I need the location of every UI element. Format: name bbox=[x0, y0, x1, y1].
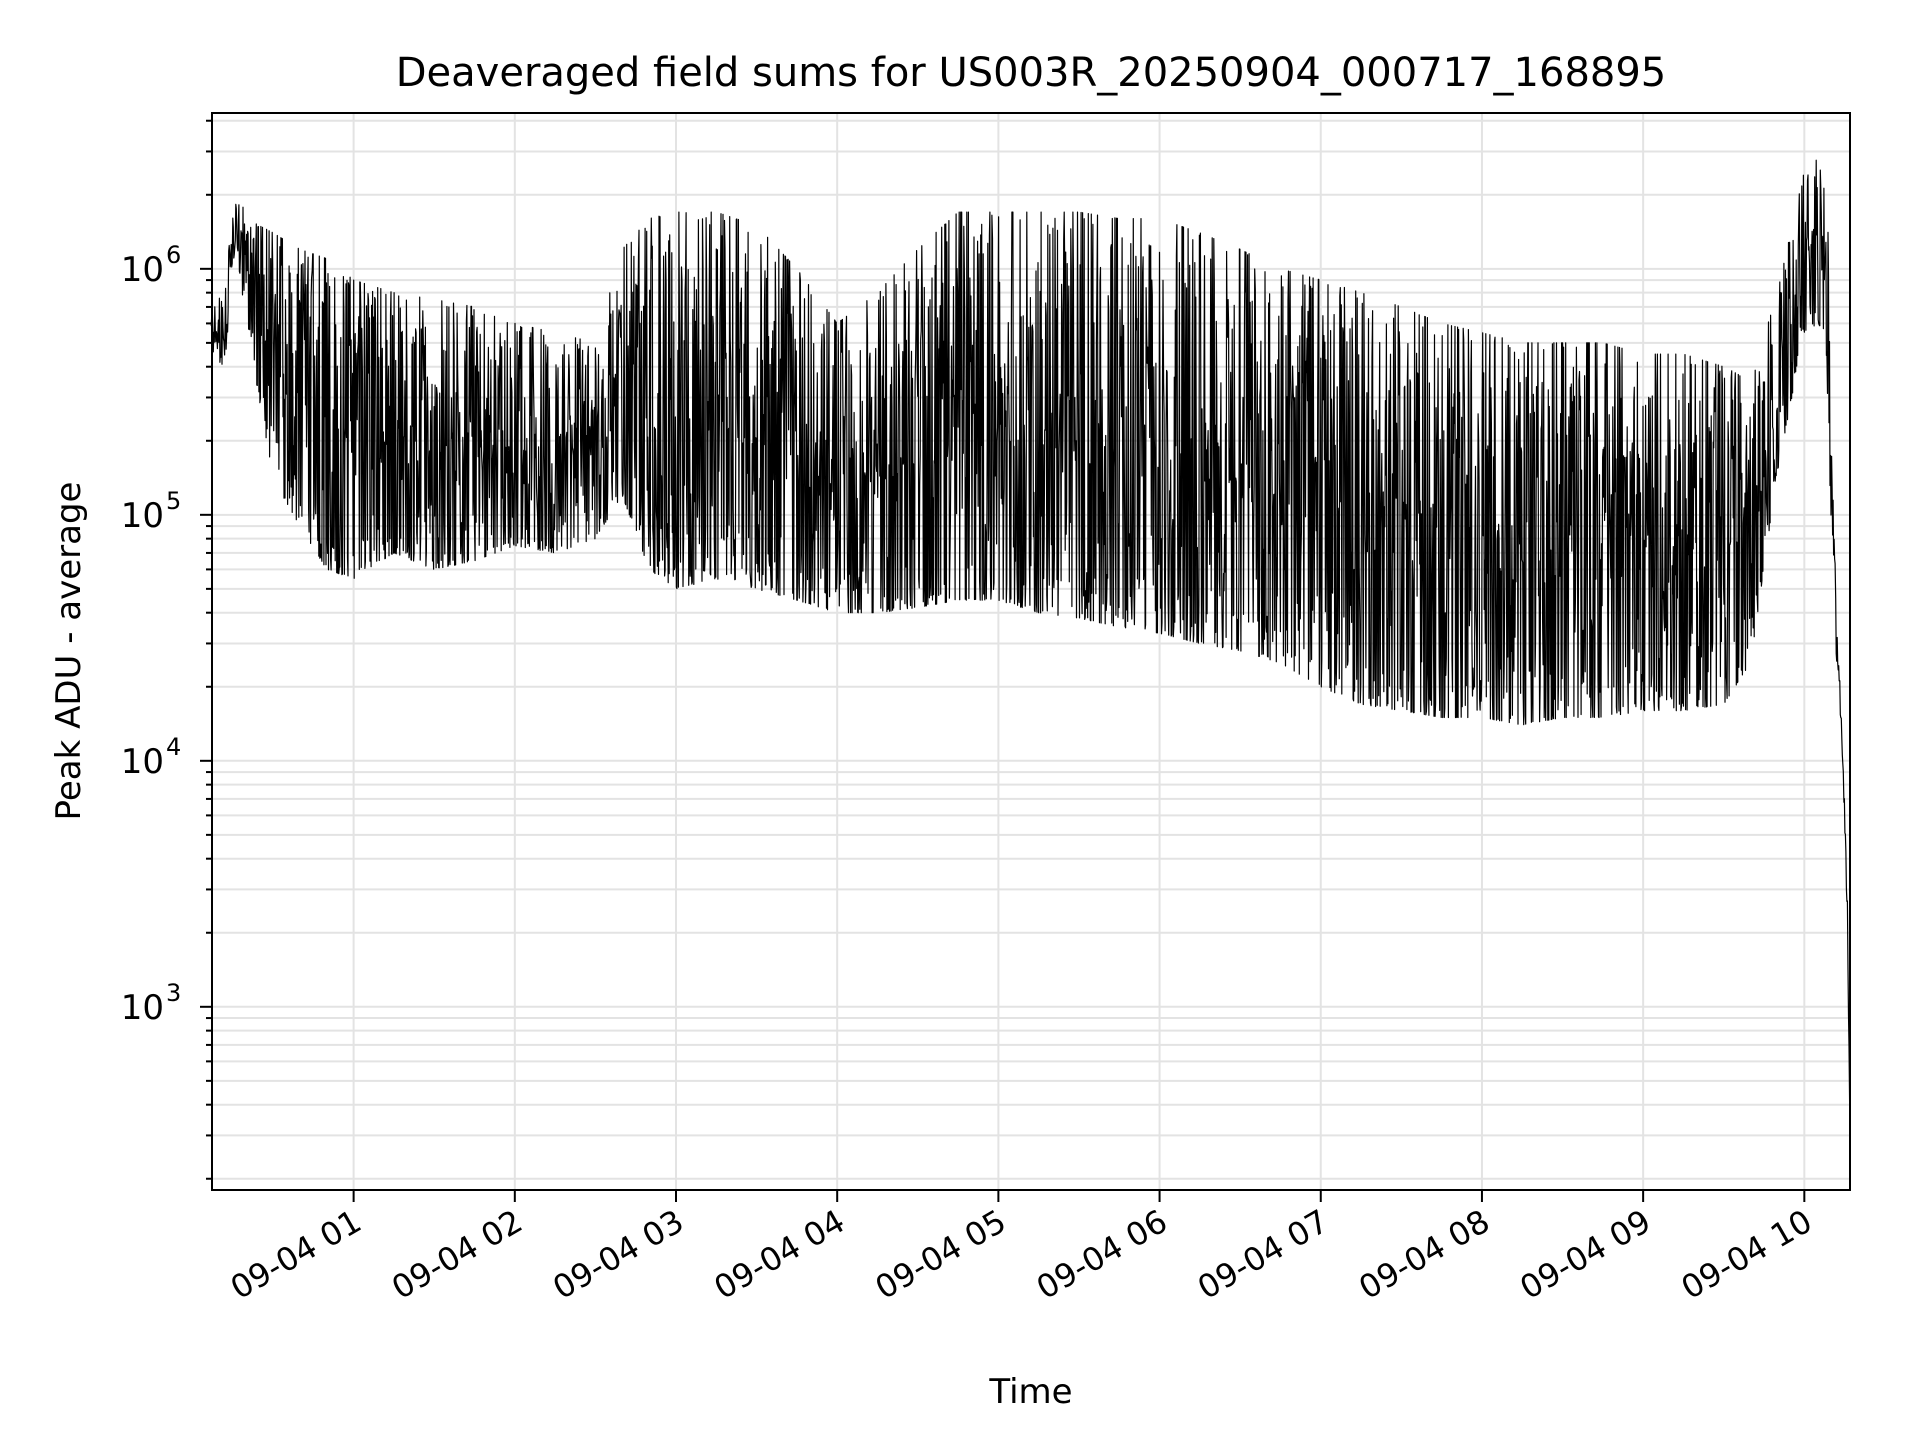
y-tick-label: 10 5 bbox=[121, 487, 182, 536]
series-layer bbox=[210, 159, 1851, 1143]
chart-title: Deaveraged field sums for US003R_2025090… bbox=[396, 50, 1667, 96]
y-tick-label-exponent: 5 bbox=[166, 487, 181, 515]
y-tick-label: 10 6 bbox=[121, 241, 182, 290]
plot-frame bbox=[211, 112, 1851, 1191]
y-tick-label-exponent: 4 bbox=[166, 733, 181, 761]
y-axis-label: Peak ADU - average bbox=[49, 482, 89, 821]
y-tick-label-base: 10 bbox=[121, 496, 164, 536]
y-tick-label-base: 10 bbox=[121, 742, 164, 782]
y-tick-label-base: 10 bbox=[121, 250, 164, 290]
y-tick-label: 10 3 bbox=[121, 979, 182, 1028]
y-tick-label: 10 4 bbox=[121, 733, 182, 782]
x-axis-label: Time bbox=[988, 1372, 1072, 1412]
y-tick-label-exponent: 6 bbox=[166, 241, 181, 269]
series-line bbox=[210, 159, 1851, 1143]
y-tick-label-base: 10 bbox=[121, 988, 164, 1028]
y-tick-label-exponent: 3 bbox=[166, 979, 181, 1007]
